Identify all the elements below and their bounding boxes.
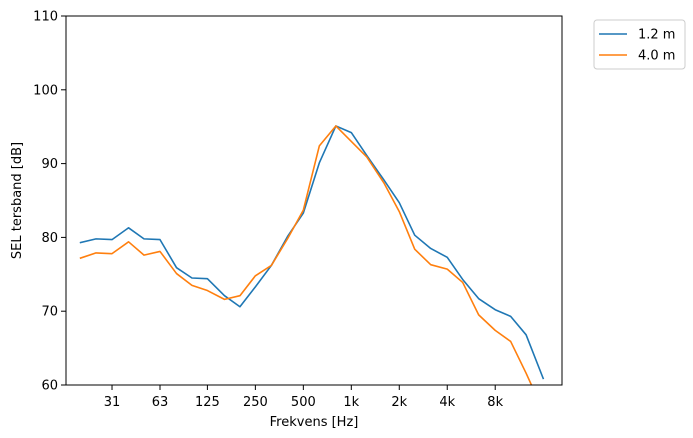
- x-tick-label: 500: [291, 395, 316, 410]
- x-tick-label: 4k: [439, 395, 455, 410]
- y-tick-label: 100: [33, 83, 58, 98]
- legend-label: 4.0 m: [638, 49, 675, 64]
- y-axis-label: SEL tersband [dB]: [10, 142, 25, 259]
- y-tick-label: 90: [41, 157, 58, 172]
- x-axis: 31 63 125 250 500 1k 2k 4k 8k: [104, 385, 504, 410]
- x-tick-label: 8k: [487, 395, 503, 410]
- y-tick-label: 70: [41, 305, 58, 320]
- x-tick-label: 1k: [343, 395, 359, 410]
- legend-box: [593, 19, 686, 70]
- x-tick-label: 250: [243, 395, 268, 410]
- plot-area: [66, 16, 562, 385]
- series-line-1: [79, 125, 545, 380]
- x-tick-label: 125: [195, 395, 220, 410]
- y-tick-label: 110: [33, 10, 58, 25]
- x-tick-label: 63: [152, 395, 169, 410]
- series-line-2: [79, 125, 533, 385]
- legend: 1.2 m 4.0 m: [593, 19, 686, 70]
- legend-label: 1.2 m: [638, 28, 675, 43]
- y-axis: 60 70 80 90 100 110: [33, 10, 66, 394]
- y-tick-label: 60: [41, 379, 58, 394]
- x-tick-label: 2k: [391, 395, 407, 410]
- x-axis-label: Frekvens [Hz]: [270, 415, 359, 430]
- x-tick-label: 31: [104, 395, 121, 410]
- plot-background: [66, 16, 562, 385]
- plot-frame: [65, 15, 563, 386]
- series-layer: [79, 125, 545, 385]
- y-tick-label: 80: [41, 231, 58, 246]
